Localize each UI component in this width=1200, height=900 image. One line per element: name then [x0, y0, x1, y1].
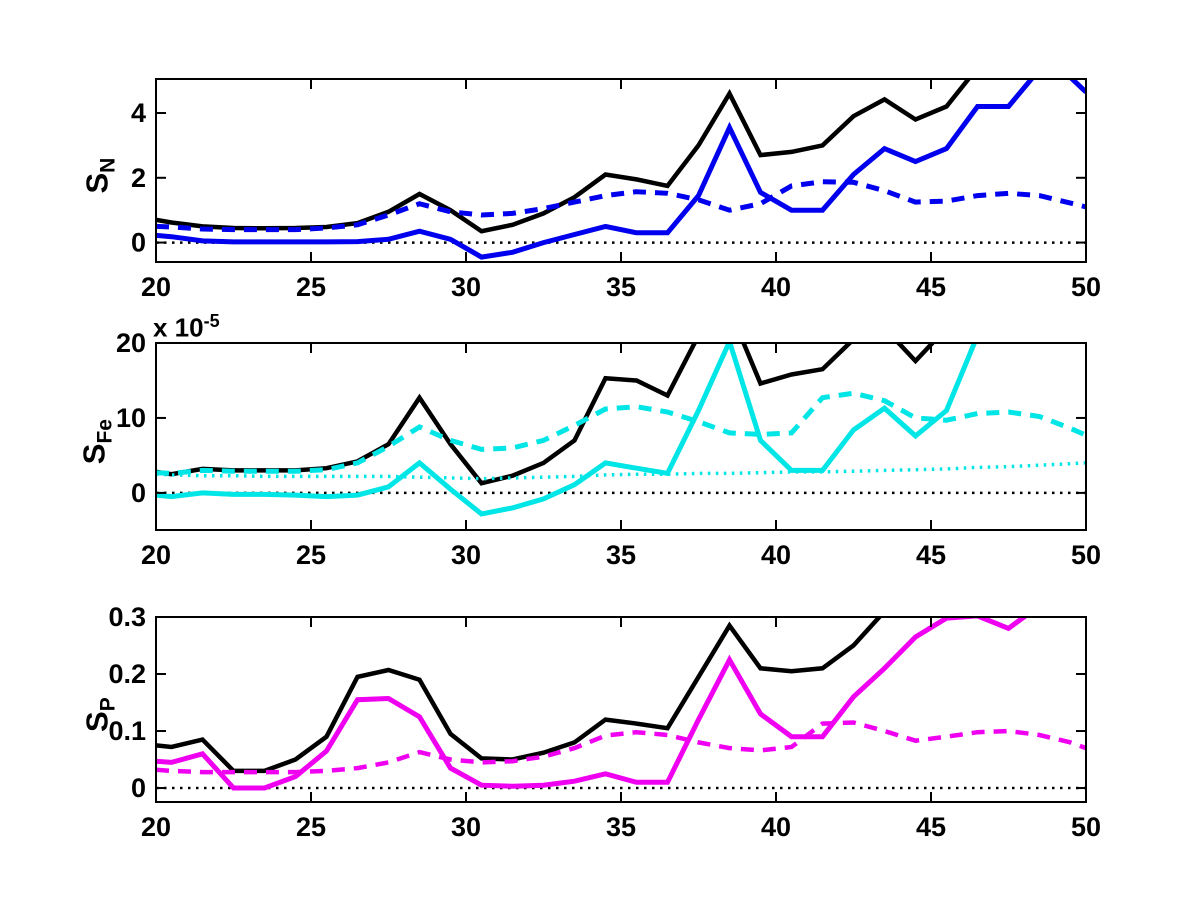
- axes-box: [155, 342, 1087, 531]
- subplot-sn: 20 25 30 35 40 45 50 0 2 4: [131, 78, 1101, 302]
- x-tick-label: 30: [451, 272, 481, 302]
- sn-blue-dashed-line: [156, 179, 1086, 233]
- ylabel-subscript: Fe: [93, 419, 117, 444]
- y-axis-label-sn: SN: [79, 76, 125, 276]
- sn-blue-solid-line: [156, 79, 1086, 260]
- ylabel-base: S: [79, 711, 115, 732]
- sp-magenta-solid-line: [156, 617, 1029, 791]
- sfe-cyan-dotted-line: [156, 461, 1086, 481]
- x-tick-label: 45: [916, 540, 946, 570]
- x-tick-label: 50: [1071, 812, 1101, 842]
- ylabel-base: S: [79, 172, 115, 194]
- sfe-cyan-solid-line: [156, 343, 978, 517]
- y-axis-label-sfe: SFe: [76, 342, 122, 542]
- y-tick-label: 0.3: [108, 602, 146, 632]
- y-tick-label: 0.1: [108, 716, 146, 746]
- x-tick-label: 30: [451, 540, 481, 570]
- y-tick-label: 10: [116, 403, 146, 433]
- x-tick-label: 30: [451, 812, 481, 842]
- exponent-mantissa: x 10: [153, 312, 204, 343]
- sfe-black-solid-line: [156, 343, 936, 486]
- sp-magenta-dashed-line: [156, 720, 1086, 775]
- x-tick-label: 25: [296, 812, 326, 842]
- x-tick-label: 20: [141, 812, 171, 842]
- y-axis-label-sp: SP: [79, 615, 125, 815]
- sp-black-solid-line: [156, 617, 883, 774]
- ylabel-subscript: N: [96, 157, 120, 173]
- x-tick-label: 50: [1071, 540, 1101, 570]
- x-tick-label: 45: [916, 812, 946, 842]
- ylabel-base: S: [76, 443, 112, 465]
- y-tick-label: 0.2: [108, 659, 146, 689]
- y-tick-label: 4: [131, 98, 146, 128]
- x-tick-label: 20: [141, 540, 171, 570]
- x-tick-label: 25: [296, 540, 326, 570]
- y-tick-label: 0: [131, 478, 146, 508]
- exponent-power: -5: [203, 311, 220, 331]
- subplot-sp: 20 25 30 35 40 45 50 0 0.1 0.2 0.3: [108, 602, 1101, 842]
- x-tick-label: 40: [761, 272, 791, 302]
- x-tick-label: 40: [761, 540, 791, 570]
- y-tick-label: 0: [131, 773, 146, 803]
- ylabel-subscript: P: [96, 697, 120, 712]
- x-tick-label: 35: [606, 812, 636, 842]
- sn-black-solid-line: [156, 79, 972, 234]
- y-axis-exponent-label: x 10-5: [153, 311, 220, 344]
- x-tick-label: 50: [1071, 272, 1101, 302]
- sfe-cyan-dashed-line: [156, 390, 1086, 476]
- x-tick-label: 40: [761, 812, 791, 842]
- y-tick-label: 0: [131, 228, 146, 258]
- x-tick-label: 20: [141, 272, 171, 302]
- x-tick-label: 45: [916, 272, 946, 302]
- y-tick-label: 20: [116, 328, 146, 358]
- subplot-sfe: 20 25 30 35 40 45 50 0 10 20: [116, 328, 1101, 570]
- y-tick-label: 2: [131, 163, 146, 193]
- x-tick-label: 35: [606, 540, 636, 570]
- x-tick-label: 25: [296, 272, 326, 302]
- x-tick-label: 35: [606, 272, 636, 302]
